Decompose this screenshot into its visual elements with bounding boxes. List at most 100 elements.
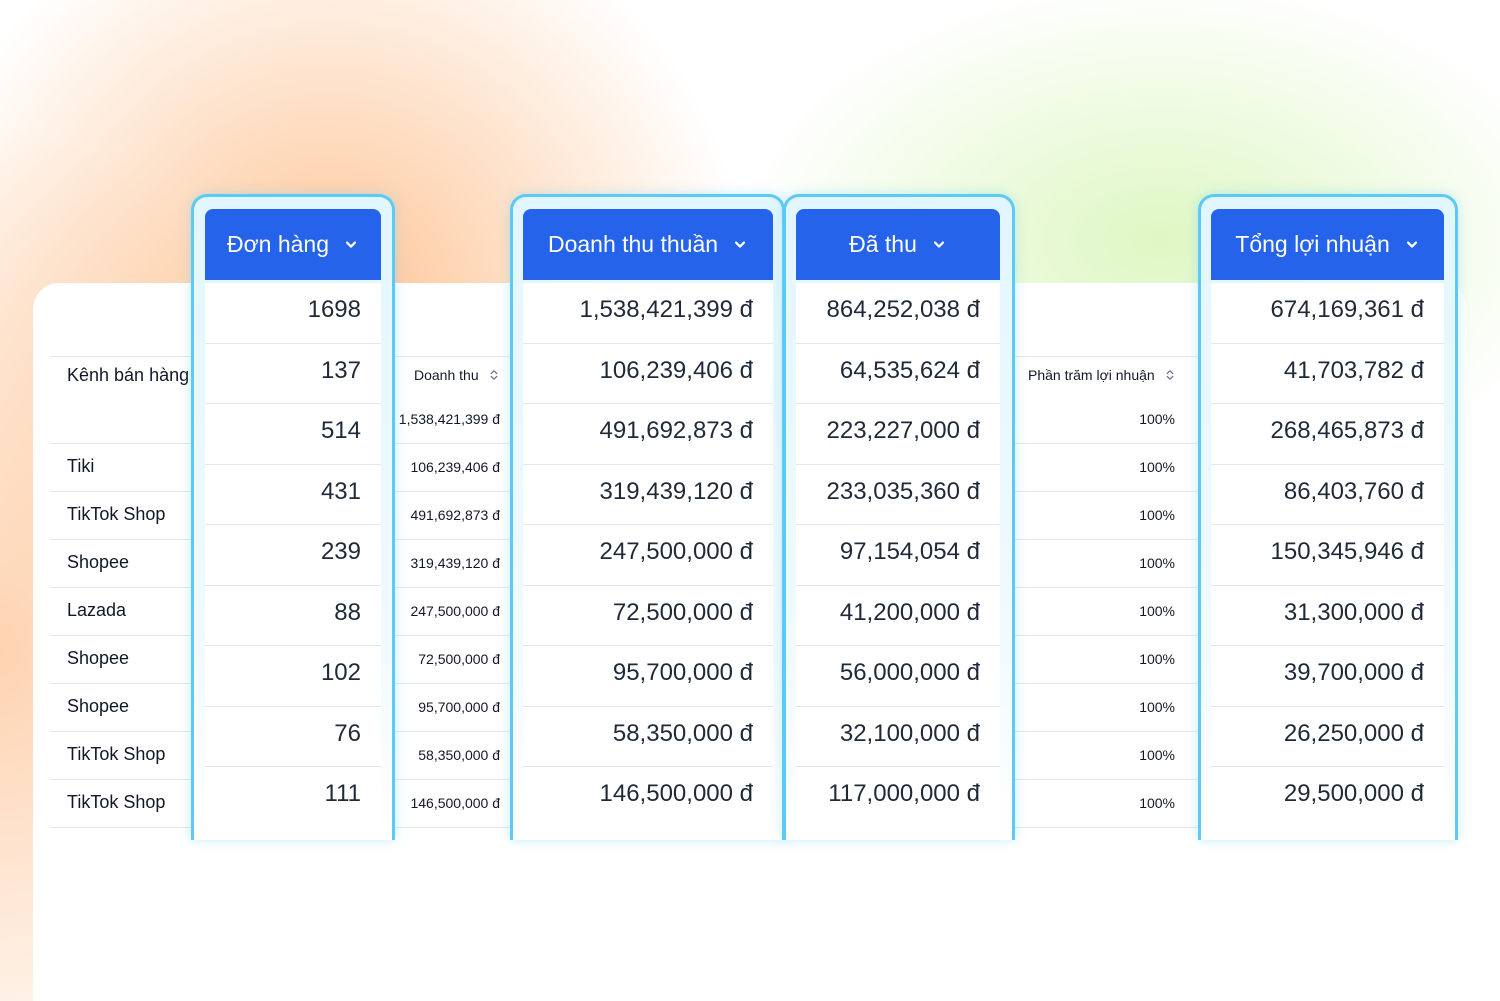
row-divider (523, 524, 773, 525)
dropdown-icon (734, 240, 746, 248)
row-divider (796, 342, 1000, 344)
percent-cell: 100% (1139, 603, 1175, 619)
card-value: 102 (320, 659, 361, 686)
card-value: 72,500,000 đ (612, 598, 753, 626)
row-divider (1211, 584, 1444, 586)
card-value: 95,700,000 đ (612, 659, 753, 686)
card-value: 56,000,000 đ (839, 659, 980, 686)
highlight-card: Doanh thu thuần 1,538,421,399 đ 106,239,40… (510, 194, 785, 840)
card-value: 223,227,000 đ (826, 417, 980, 444)
row-divider (1211, 342, 1444, 344)
card-value: 319,439,120 đ (599, 477, 753, 505)
card-value: 1,538,421,399 đ (579, 296, 754, 323)
percent-cell: 100% (1139, 507, 1175, 523)
row-divider (523, 403, 773, 404)
row-divider (1211, 403, 1444, 404)
card-value: 864,252,038 đ (826, 296, 980, 323)
row-divider (796, 645, 1000, 646)
card-value: 674,169,361 đ (1270, 296, 1424, 323)
revenue-cell: 247,500,000 đ (410, 603, 500, 619)
percent-cell: 100% (1139, 555, 1175, 571)
card-header[interactable]: Đã thu (796, 209, 1000, 280)
card-value: 146,500,000 đ (599, 780, 753, 807)
card-title: Đã thu (849, 231, 917, 257)
revenue-cell: 491,692,873 đ (410, 507, 500, 523)
row-divider (796, 705, 1000, 707)
card-body: 1,538,421,399 đ 106,239,406 đ 491,692,873 … (523, 283, 773, 828)
percent-cell: 100% (1139, 651, 1175, 667)
card-header[interactable]: Đơn hàng (205, 209, 381, 280)
column-header[interactable]: Doanh thu (414, 367, 501, 383)
row-divider (796, 403, 1000, 404)
highlight-card: Tổng lợi nhuận 674,169,361 đ 41,703,782 đ 2… (1198, 194, 1458, 840)
row-divider (1211, 766, 1444, 767)
revenue-cell: 72,500,000 đ (418, 651, 500, 667)
card-value: 514 (320, 417, 361, 444)
column-header-text: Phần trăm lợi nhuận (1028, 367, 1155, 383)
card-value: 88 (334, 598, 361, 626)
revenue-cell: 146,500,000 đ (410, 795, 500, 811)
row-divider (523, 705, 773, 707)
card-header[interactable]: Doanh thu thuần (523, 209, 773, 280)
card-value: 247,500,000 đ (599, 538, 753, 565)
channel-name: Shopee (67, 552, 130, 572)
column-header[interactable]: Phần trăm lợi nhuận (1028, 367, 1177, 383)
percent-cell: 100% (1139, 699, 1175, 715)
card-value: 137 (320, 356, 361, 384)
revenue-cell: 1,538,421,399 đ (398, 411, 500, 427)
row-divider (1211, 524, 1444, 525)
revenue-cell: 106,239,406 đ (410, 459, 500, 475)
row-divider (205, 403, 381, 404)
highlight-card: Đã thu 864,252,038 đ 64,535,624 đ 223,227,0… (783, 194, 1015, 840)
card-value: 41,703,782 đ (1283, 356, 1424, 384)
highlight-card: Đơn hàng 1698 137 514 431 239 88 102 76 111 (191, 194, 395, 840)
row-divider (1211, 463, 1444, 465)
row-divider (796, 524, 1000, 525)
card-value: 41,200,000 đ (839, 598, 980, 626)
row-divider (205, 705, 381, 707)
percent-cell: 100% (1139, 411, 1175, 427)
card-body: 1698 137 514 431 239 88 102 76 111 (205, 283, 381, 828)
percent-cell: 100% (1139, 747, 1175, 763)
card-value: 76 (334, 719, 361, 747)
card-value: 117,000,000 đ (828, 780, 980, 807)
card-value: 31,300,000 đ (1283, 598, 1424, 626)
channel-name: TikTok Shop (67, 744, 166, 764)
sort-icon (490, 370, 498, 380)
percent-cell: 100% (1139, 459, 1175, 475)
channel-name: TikTok Shop (67, 504, 166, 524)
percent-cell: 100% (1139, 795, 1175, 811)
row-divider (205, 645, 381, 646)
card-value: 150,345,946 đ (1270, 538, 1424, 565)
channel-name: Lazada (67, 600, 127, 620)
dropdown-icon (1406, 240, 1417, 248)
card-value: 32,100,000 đ (839, 719, 980, 747)
row-divider (205, 766, 381, 767)
card-value: 106,239,406 đ (599, 356, 753, 384)
card-value: 233,035,360 đ (826, 477, 980, 505)
card-title: Tổng lợi nhuận (1235, 231, 1390, 257)
row-divider (205, 463, 381, 465)
row-divider (205, 524, 381, 525)
row-divider (523, 766, 773, 767)
row-divider (796, 463, 1000, 465)
card-value: 1698 (307, 296, 361, 323)
card-header[interactable]: Tổng lợi nhuận (1211, 209, 1444, 280)
row-divider (1211, 705, 1444, 707)
row-divider (523, 645, 773, 646)
channel-name: TikTok Shop (67, 792, 166, 812)
dropdown-icon (345, 240, 357, 248)
card-value: 239 (320, 538, 361, 565)
column-header: Kênh bán hàng (67, 365, 190, 385)
channel-name: Shopee (67, 696, 130, 716)
card-body: 864,252,038 đ 64,535,624 đ 223,227,000 đ 23… (796, 283, 1000, 828)
card-value: 111 (324, 780, 361, 807)
card-body: 674,169,361 đ 41,703,782 đ 268,465,873 đ 86… (1211, 283, 1444, 828)
card-value: 39,700,000 đ (1283, 659, 1424, 686)
row-divider (205, 584, 381, 586)
channel-name: Shopee (67, 648, 130, 668)
dropdown-icon (933, 240, 944, 248)
card-title: Đơn hàng (226, 231, 330, 257)
row-divider (205, 342, 381, 344)
